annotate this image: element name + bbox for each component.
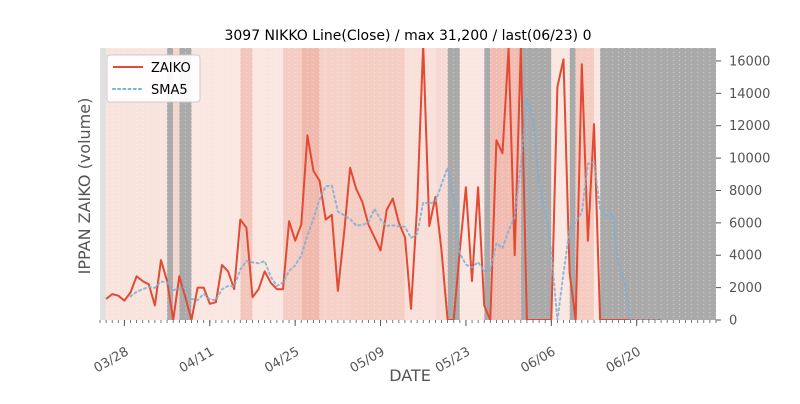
x-tick-label: 06/06 bbox=[518, 344, 558, 376]
x-tick-label: 06/20 bbox=[604, 344, 644, 376]
y-axis-label: IPPAN ZAIKO (volume) bbox=[75, 98, 94, 275]
background-band bbox=[282, 48, 302, 320]
background-band bbox=[167, 48, 174, 320]
y-tick-label: 12000 bbox=[729, 119, 770, 134]
x-tick-label: 05/09 bbox=[348, 344, 388, 376]
legend: ZAIKO SMA5 bbox=[106, 54, 201, 103]
background-band bbox=[301, 48, 320, 320]
background-band bbox=[350, 48, 405, 320]
background-band bbox=[100, 48, 107, 320]
hatch-pattern bbox=[100, 48, 716, 320]
x-tick-label: 04/25 bbox=[262, 344, 302, 376]
background-band bbox=[319, 48, 351, 320]
y-tick-label: 4000 bbox=[729, 249, 762, 264]
y-tick-label: 8000 bbox=[729, 184, 762, 199]
background-band bbox=[173, 48, 180, 320]
x-tick-label: 03/28 bbox=[91, 344, 131, 376]
background-band bbox=[569, 48, 576, 320]
series-layer bbox=[105, 48, 663, 320]
chart-title: 3097 NIKKO Line(Close) / max 31,200 / la… bbox=[224, 28, 591, 44]
x-axis-label: DATE bbox=[389, 366, 431, 385]
y-tick-label: 14000 bbox=[729, 87, 770, 102]
background-band bbox=[594, 48, 601, 320]
y-tick-label: 0 bbox=[729, 314, 737, 329]
series-line-sma5 bbox=[129, 98, 663, 320]
y-axis: 0 2000 4000 6000 8000 10000 12000 14000 16000 bbox=[716, 54, 770, 329]
background-band bbox=[484, 48, 491, 320]
y-tick-label: 2000 bbox=[729, 281, 762, 296]
x-tick-label: 05/23 bbox=[433, 344, 473, 376]
x-tick-label: 04/11 bbox=[177, 344, 217, 376]
background-band bbox=[404, 48, 436, 320]
legend-label: ZAIKO bbox=[151, 61, 191, 76]
background-band bbox=[252, 48, 283, 320]
y-tick-label: 16000 bbox=[729, 54, 770, 69]
y-tick-label: 6000 bbox=[729, 216, 762, 231]
y-tick-label: 10000 bbox=[729, 152, 770, 167]
background-band bbox=[600, 48, 716, 320]
legend-label: SMA5 bbox=[151, 83, 188, 98]
